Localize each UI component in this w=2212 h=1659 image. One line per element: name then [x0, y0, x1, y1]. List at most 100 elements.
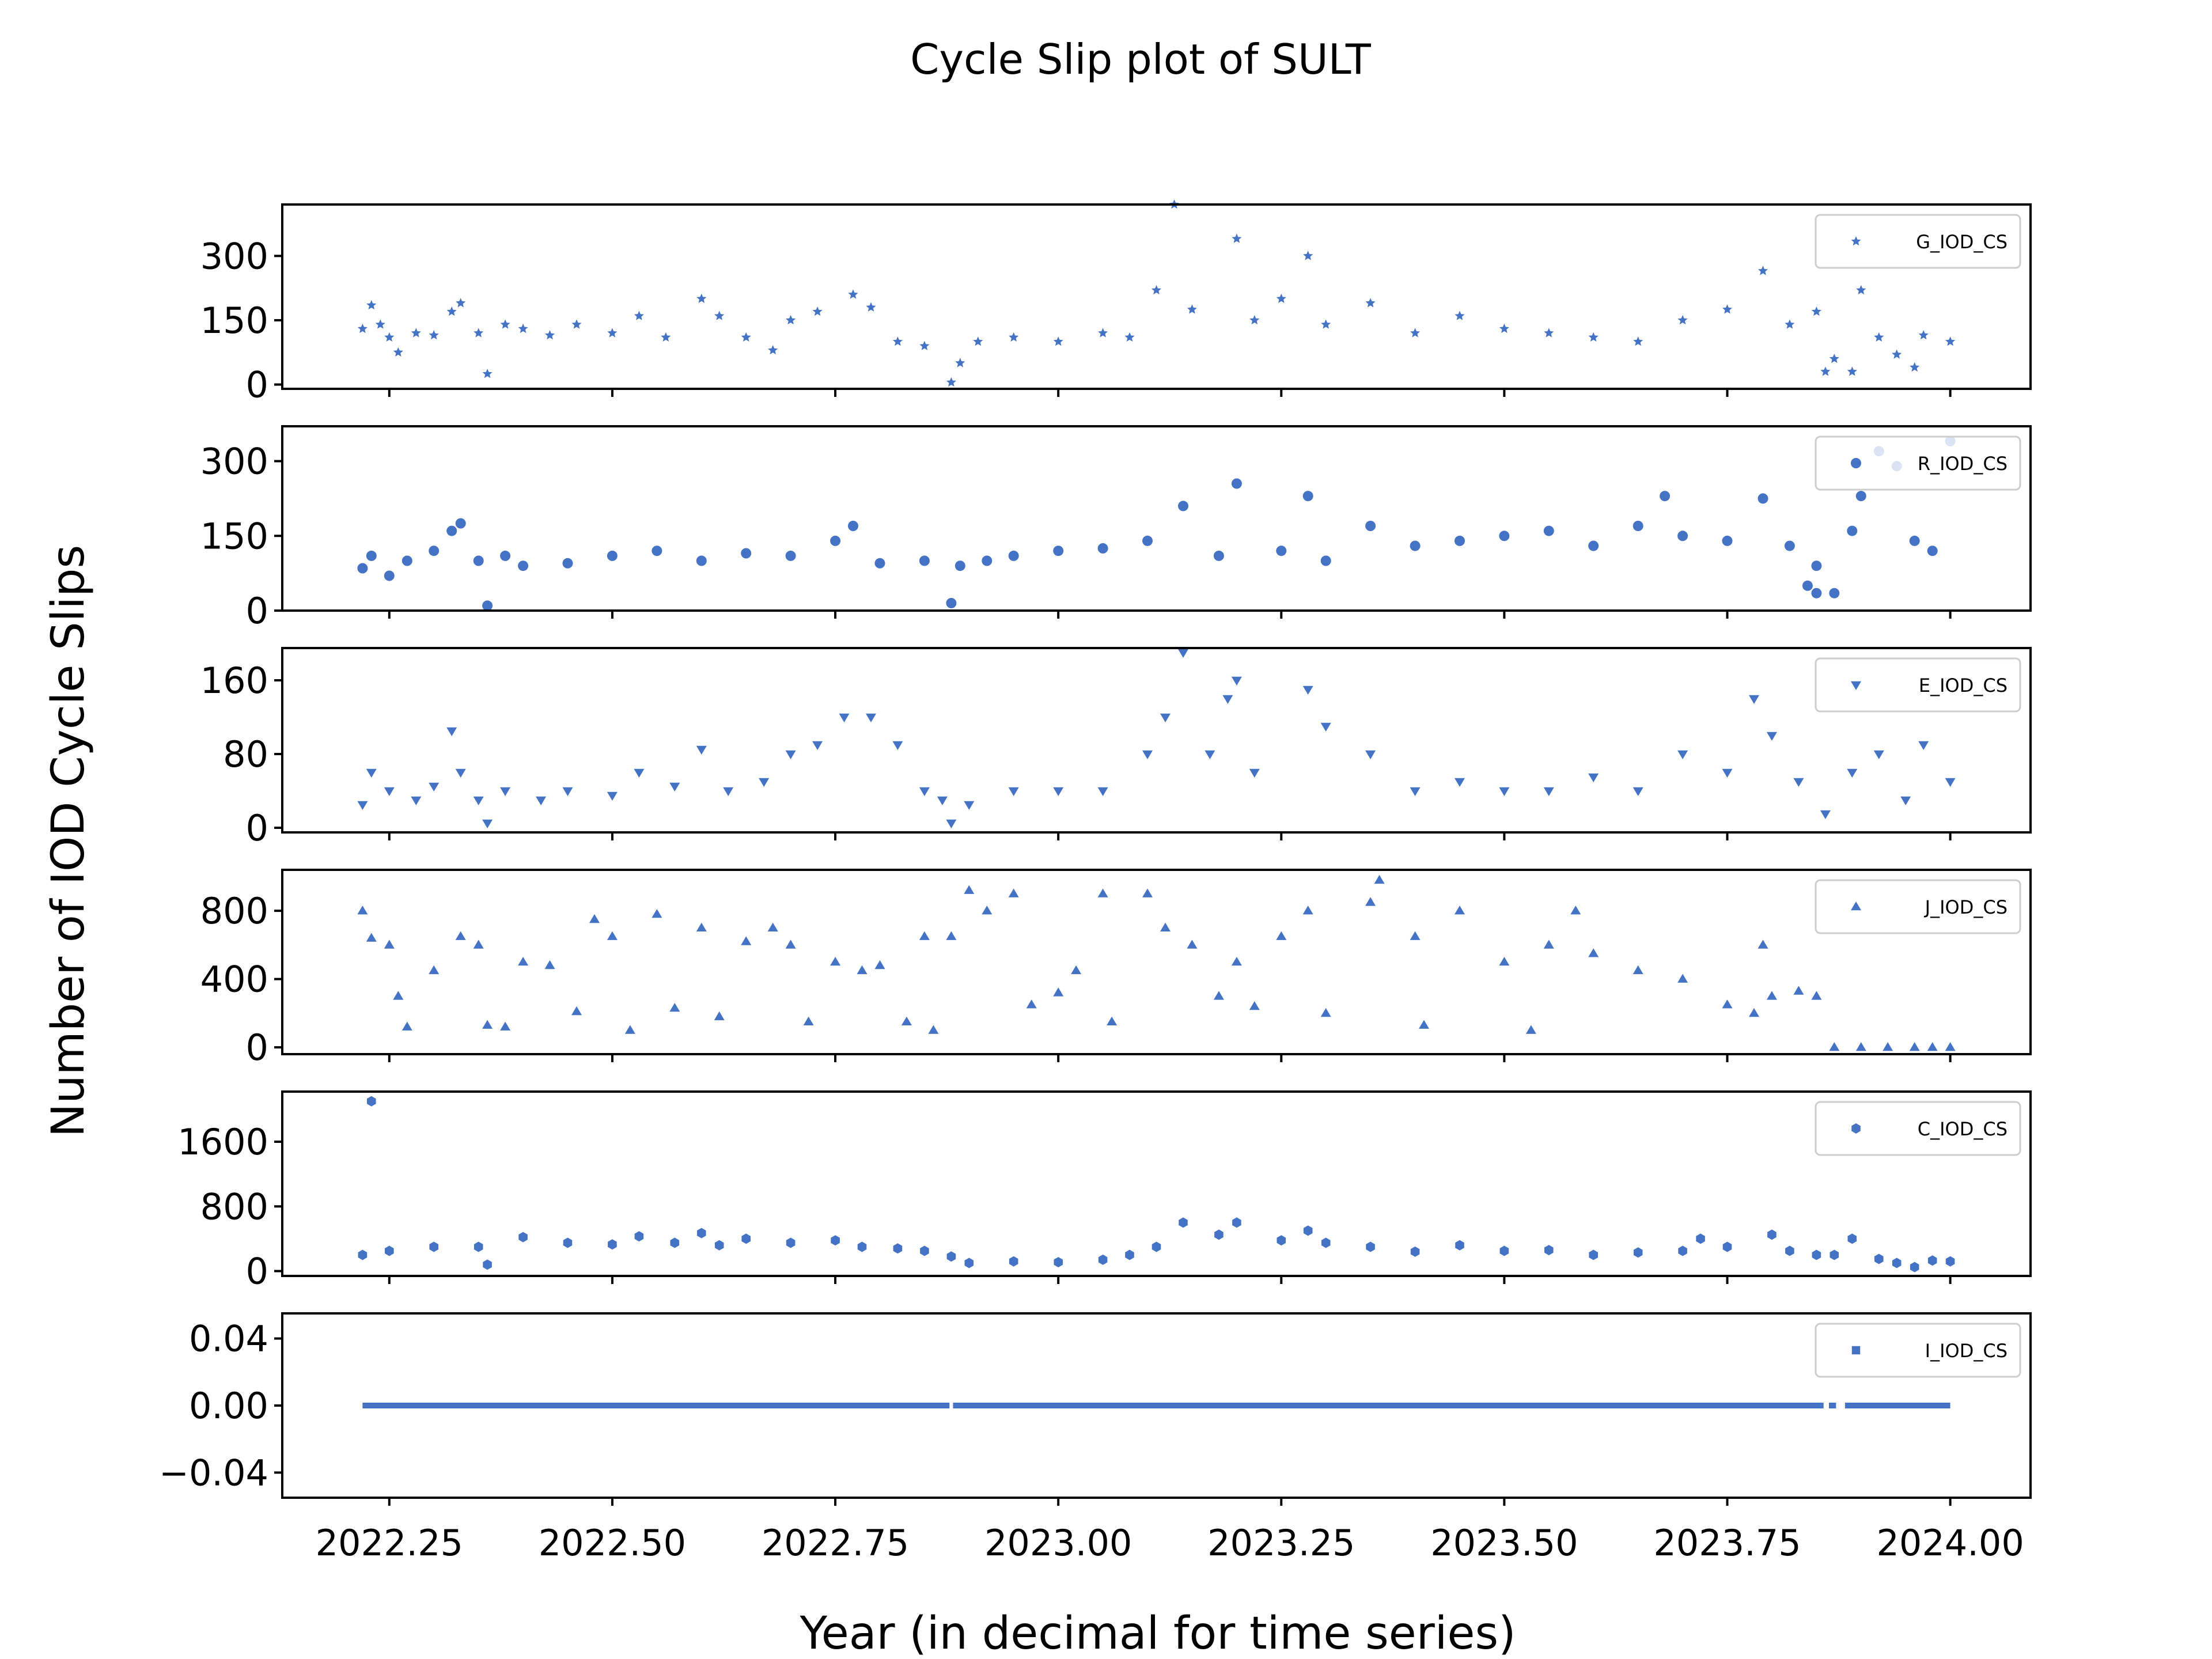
data-point — [1160, 922, 1171, 931]
data-point — [500, 787, 511, 796]
data-point — [1178, 501, 1188, 512]
data-point — [366, 768, 377, 778]
data-point — [928, 1025, 939, 1034]
data-point — [429, 330, 439, 340]
data-point — [1124, 332, 1135, 342]
legend-label: C_IOD_CS — [1918, 1118, 2008, 1140]
data-point — [1053, 336, 1063, 346]
data-point — [1277, 1235, 1286, 1246]
data-point — [1784, 540, 1795, 551]
data-point — [607, 931, 618, 940]
x-axis-title: Year (in decimal for time series) — [799, 1608, 1516, 1659]
data-point — [1302, 491, 1313, 502]
data-point — [473, 940, 484, 949]
data-point — [375, 319, 385, 329]
data-point — [1008, 888, 1019, 897]
data-point — [500, 550, 511, 561]
data-point — [1009, 1256, 1018, 1267]
data-point — [1365, 750, 1376, 759]
subplot-g-iod-cs: 0 150 300 G_IOD_CS — [200, 199, 2032, 406]
data-point — [1303, 1225, 1313, 1236]
data-point — [1945, 778, 1956, 787]
data-point — [1374, 874, 1385, 884]
data-point — [1927, 1255, 1937, 1266]
data-point — [785, 750, 796, 759]
data-point — [812, 306, 823, 316]
data-point — [544, 330, 555, 340]
legend-r-iod-cs: R_IOD_CS — [1815, 435, 2021, 491]
data-point — [456, 298, 466, 308]
data-point-band — [1844, 1403, 1950, 1408]
data-point — [1829, 353, 1839, 363]
x-tick-label: 2023.00 — [984, 1522, 1132, 1564]
data-point — [1232, 233, 1242, 243]
data-point — [474, 328, 484, 338]
data-point — [830, 957, 841, 966]
data-point — [1499, 787, 1510, 796]
data-point — [1499, 323, 1509, 334]
data-point — [1320, 722, 1331, 732]
y-tick-label: 1600 — [177, 1121, 268, 1163]
data-point — [1320, 1007, 1331, 1017]
data-point — [1276, 931, 1287, 940]
data-point — [1758, 493, 1768, 504]
data-point — [624, 1025, 635, 1034]
y-tick-label: 0.00 — [189, 1385, 268, 1427]
data-point — [964, 801, 975, 810]
y-tick-label: 0 — [246, 590, 268, 632]
y-tick-label: 800 — [200, 890, 268, 932]
data-point — [411, 796, 422, 805]
data-point — [1455, 1240, 1464, 1251]
data-point — [1543, 787, 1554, 796]
data-point — [1883, 1042, 1893, 1051]
data-point — [429, 782, 440, 791]
data-point — [482, 369, 493, 378]
data-point — [741, 332, 751, 342]
data-point — [563, 1237, 573, 1248]
y-tick-label: 0.04 — [189, 1318, 268, 1360]
subplot-j-iod-cs: 0 400 800 J_IOD_CS — [200, 869, 2032, 1069]
data-point — [1945, 1042, 1956, 1051]
data-point — [803, 1016, 814, 1025]
data-point — [429, 546, 440, 556]
y-tick-label: 150 — [200, 515, 268, 557]
data-point — [1873, 750, 1884, 759]
data-point — [429, 1241, 438, 1252]
data-point — [1588, 948, 1599, 957]
data-point — [1231, 478, 1242, 489]
data-point — [1847, 525, 1858, 536]
data-point — [1455, 906, 1465, 915]
data-point — [696, 745, 707, 755]
data-point — [1178, 649, 1188, 658]
data-point — [1455, 310, 1465, 320]
data-point — [1855, 1042, 1866, 1051]
data-point — [571, 319, 582, 329]
data-point — [1008, 787, 1019, 796]
data-point — [1570, 906, 1581, 915]
data-point — [366, 300, 377, 310]
data-point — [483, 1259, 492, 1270]
data-point — [385, 1245, 394, 1256]
data-point — [919, 555, 930, 566]
data-point — [866, 302, 876, 312]
data-point — [1892, 1257, 1902, 1268]
data-point — [696, 922, 707, 931]
data-point — [1927, 546, 1938, 556]
data-point — [1900, 796, 1911, 805]
data-point — [357, 563, 368, 574]
subplot-panels: 0 150 300 G_IOD_CS 0 150 300 R_IOD_CS 0 80 160 E_IO… — [159, 199, 2032, 1564]
data-point — [1410, 787, 1421, 796]
data-point — [1945, 336, 1956, 346]
data-point — [518, 957, 529, 966]
data-point — [1677, 974, 1688, 983]
data-point — [500, 1021, 511, 1031]
data-point — [812, 741, 823, 750]
data-point — [669, 1003, 680, 1012]
data-point — [723, 787, 734, 796]
data-point — [759, 778, 770, 787]
data-point — [982, 555, 993, 566]
data-point — [1749, 1007, 1759, 1017]
data-point — [1276, 293, 1286, 303]
data-point — [1811, 560, 1822, 571]
data-point — [786, 1237, 796, 1248]
